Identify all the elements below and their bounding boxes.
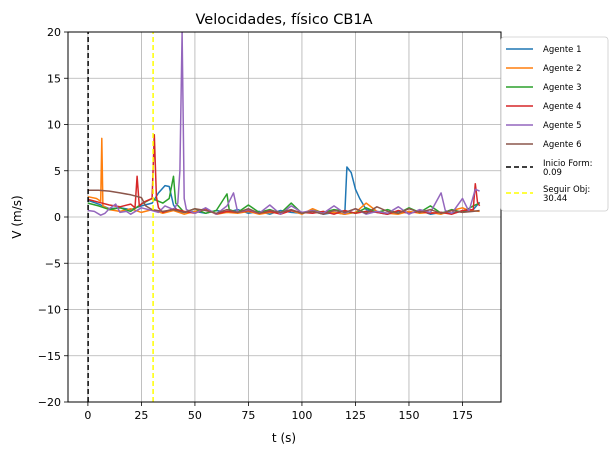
series-layer (87, 32, 481, 402)
y-tick-label: 10 (47, 119, 61, 132)
x-tick-label: 0 (84, 409, 91, 422)
legend-label-line: 0.09 (543, 168, 562, 178)
legend-label-6: Agente 6 (543, 140, 582, 150)
legend-label-2: Agente 2 (543, 64, 582, 74)
axis-ticks: 0 25 50 75 100 125 150 175 −20 −15 −10 −5 0 5 10 15 20 (38, 26, 473, 422)
y-tick-label: −20 (38, 396, 61, 409)
legend-label-line: Agente 6 (543, 140, 582, 150)
legend-box (500, 36, 609, 212)
legend-label-line: Agente 1 (543, 45, 582, 55)
x-tick-label: 100 (291, 409, 312, 422)
y-tick-label: −5 (45, 257, 61, 270)
series-line-6 (87, 189, 480, 215)
legend-label-4: Agente 4 (543, 102, 582, 112)
y-tick-label: 15 (47, 72, 61, 85)
x-tick-label: 175 (452, 409, 473, 422)
y-tick-label: 5 (54, 165, 61, 178)
x-tick-label: 50 (188, 409, 202, 422)
y-axis-label: V (m/s) (10, 195, 24, 238)
legend-label-line: Seguir Obj: (543, 185, 590, 195)
y-tick-label: −10 (38, 304, 61, 317)
legend-label-5: Agente 5 (543, 121, 582, 131)
series-line-4 (87, 133, 481, 215)
legend-label-line: Agente 3 (543, 83, 582, 93)
legend-label-line: Inicio Form: (543, 159, 592, 169)
x-tick-label: 75 (241, 409, 255, 422)
y-tick-label: 0 (54, 211, 61, 224)
legend-label-line: Agente 4 (543, 102, 582, 112)
series-line-5 (87, 32, 480, 216)
chart-title: Velocidades, físico CB1A (196, 12, 373, 28)
legend-label-3: Agente 3 (543, 83, 582, 93)
legend-label-7: Inicio Form: 0.09 (543, 159, 592, 178)
legend-label-1: Agente 1 (543, 45, 582, 55)
series-line-3 (87, 175, 480, 215)
x-tick-label: 150 (398, 409, 419, 422)
x-axis-label: t (s) (272, 431, 296, 445)
series-group (87, 32, 481, 402)
x-tick-label: 125 (345, 409, 366, 422)
series-line-2 (87, 137, 480, 215)
y-tick-label: −15 (38, 350, 61, 363)
legend-label-line: 30.44 (543, 194, 567, 204)
legend-label-line: Agente 5 (543, 121, 582, 131)
legend-label-line: Agente 2 (543, 64, 582, 74)
legend: Agente 1 Agente 2 Agente 3 Agente 4 Agente 5… (500, 36, 609, 212)
legend-label-8: Seguir Obj: 30.44 (543, 185, 590, 204)
x-tick-label: 25 (134, 409, 148, 422)
y-tick-label: 20 (47, 26, 61, 39)
grid (68, 31, 501, 403)
